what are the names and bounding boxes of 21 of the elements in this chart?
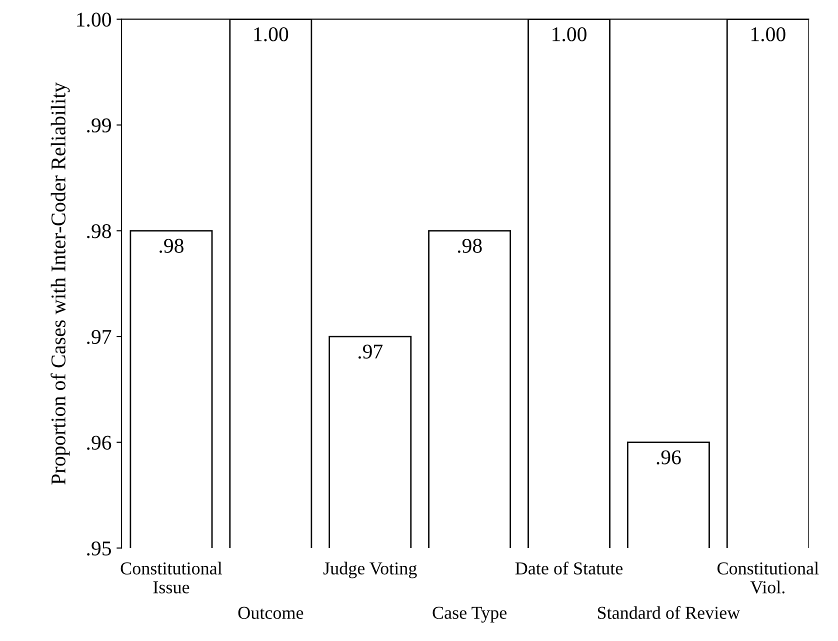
x-tick-label: Case Type: [432, 606, 507, 623]
data-label: .97: [358, 344, 383, 359]
y-tick-label: .95: [87, 541, 111, 556]
data-label: 1.00: [752, 27, 786, 42]
x-tick-label: Constitutional Viol.: [717, 562, 819, 594]
x-tick-label: Judge Voting: [323, 562, 417, 578]
x-tick-label: Outcome: [238, 606, 304, 619]
x-tick-label: Constitutional Issue: [120, 562, 222, 594]
y-tick-label: .97: [87, 330, 112, 344]
y-tick-label: .98: [87, 224, 111, 238]
x-tick-label: Date of Statute: [515, 562, 623, 575]
data-label: .96: [656, 450, 681, 464]
y-tick-label: .96: [87, 436, 112, 450]
data-label: .98: [458, 238, 482, 253]
y-tick-label: .99: [87, 118, 111, 133]
y-axis-title: Proportion of Cases with Inter-Coder Reliability: [50, 82, 70, 484]
data-label: 1.00: [254, 27, 288, 42]
y-tick-label: 1.00: [77, 12, 111, 27]
data-label: 1.00: [552, 27, 586, 42]
x-tick-label: Standard of Review: [598, 606, 740, 619]
data-label: .98: [160, 238, 184, 253]
